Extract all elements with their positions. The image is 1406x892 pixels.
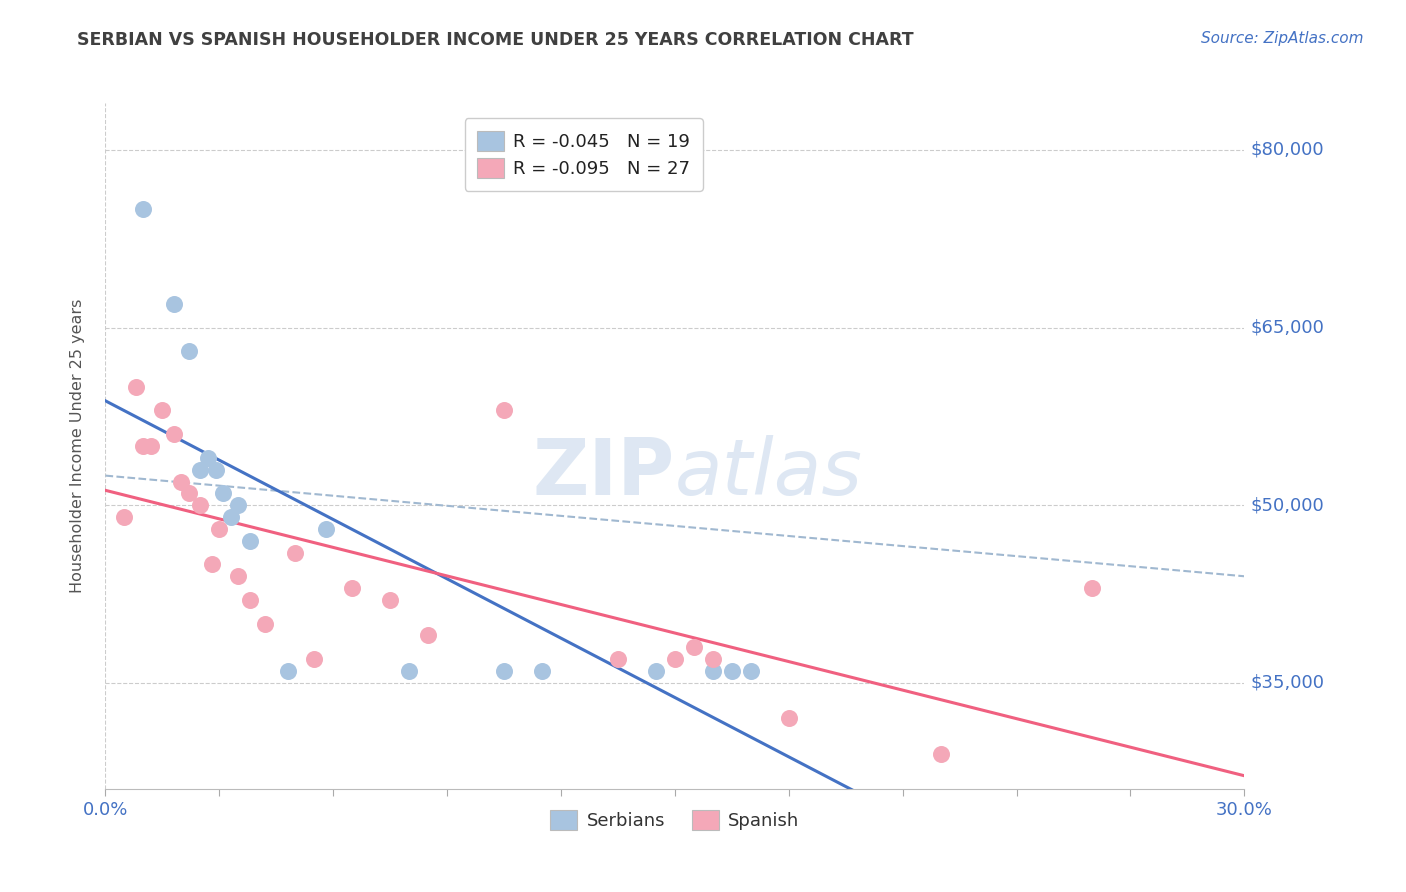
Point bbox=[152, 403, 174, 417]
Point bbox=[132, 202, 155, 216]
Point bbox=[197, 450, 219, 465]
Point bbox=[607, 652, 630, 666]
Text: $65,000: $65,000 bbox=[1250, 318, 1324, 336]
Point bbox=[177, 344, 200, 359]
Point bbox=[530, 664, 553, 678]
Point bbox=[239, 593, 262, 607]
Point bbox=[398, 664, 420, 678]
Point bbox=[228, 498, 250, 512]
Text: SERBIAN VS SPANISH HOUSEHOLDER INCOME UNDER 25 YEARS CORRELATION CHART: SERBIAN VS SPANISH HOUSEHOLDER INCOME UN… bbox=[77, 31, 914, 49]
Point bbox=[212, 486, 235, 500]
Point bbox=[201, 558, 224, 572]
Point bbox=[239, 533, 262, 548]
Point bbox=[170, 475, 193, 489]
Text: ZIP: ZIP bbox=[533, 435, 675, 511]
Point bbox=[740, 664, 762, 678]
Text: $35,000: $35,000 bbox=[1250, 673, 1324, 692]
Point bbox=[163, 297, 186, 311]
Text: Source: ZipAtlas.com: Source: ZipAtlas.com bbox=[1201, 31, 1364, 46]
Point bbox=[778, 711, 800, 725]
Point bbox=[929, 747, 952, 761]
Text: $80,000: $80,000 bbox=[1250, 141, 1323, 159]
Y-axis label: Householder Income Under 25 years: Householder Income Under 25 years bbox=[70, 299, 84, 593]
Point bbox=[1081, 581, 1104, 595]
Point bbox=[315, 522, 337, 536]
Point bbox=[139, 439, 162, 453]
Point bbox=[644, 664, 668, 678]
Point bbox=[378, 593, 402, 607]
Point bbox=[664, 652, 686, 666]
Point bbox=[702, 652, 724, 666]
Point bbox=[219, 510, 242, 524]
Point bbox=[163, 427, 186, 442]
Point bbox=[125, 380, 148, 394]
Point bbox=[340, 581, 363, 595]
Point bbox=[284, 545, 307, 559]
Point bbox=[208, 522, 231, 536]
Point bbox=[177, 486, 200, 500]
Point bbox=[204, 463, 226, 477]
Point bbox=[304, 652, 326, 666]
Point bbox=[492, 403, 515, 417]
Point bbox=[416, 628, 439, 642]
Point bbox=[228, 569, 250, 583]
Text: $50,000: $50,000 bbox=[1250, 496, 1324, 514]
Point bbox=[492, 664, 515, 678]
Point bbox=[188, 498, 211, 512]
Point bbox=[114, 510, 135, 524]
Point bbox=[720, 664, 742, 678]
Point bbox=[132, 439, 155, 453]
Text: atlas: atlas bbox=[675, 435, 863, 511]
Point bbox=[253, 616, 276, 631]
Point bbox=[277, 664, 299, 678]
Point bbox=[188, 463, 211, 477]
Legend: Serbians, Spanish: Serbians, Spanish bbox=[541, 801, 808, 838]
Point bbox=[683, 640, 704, 655]
Point bbox=[702, 664, 724, 678]
